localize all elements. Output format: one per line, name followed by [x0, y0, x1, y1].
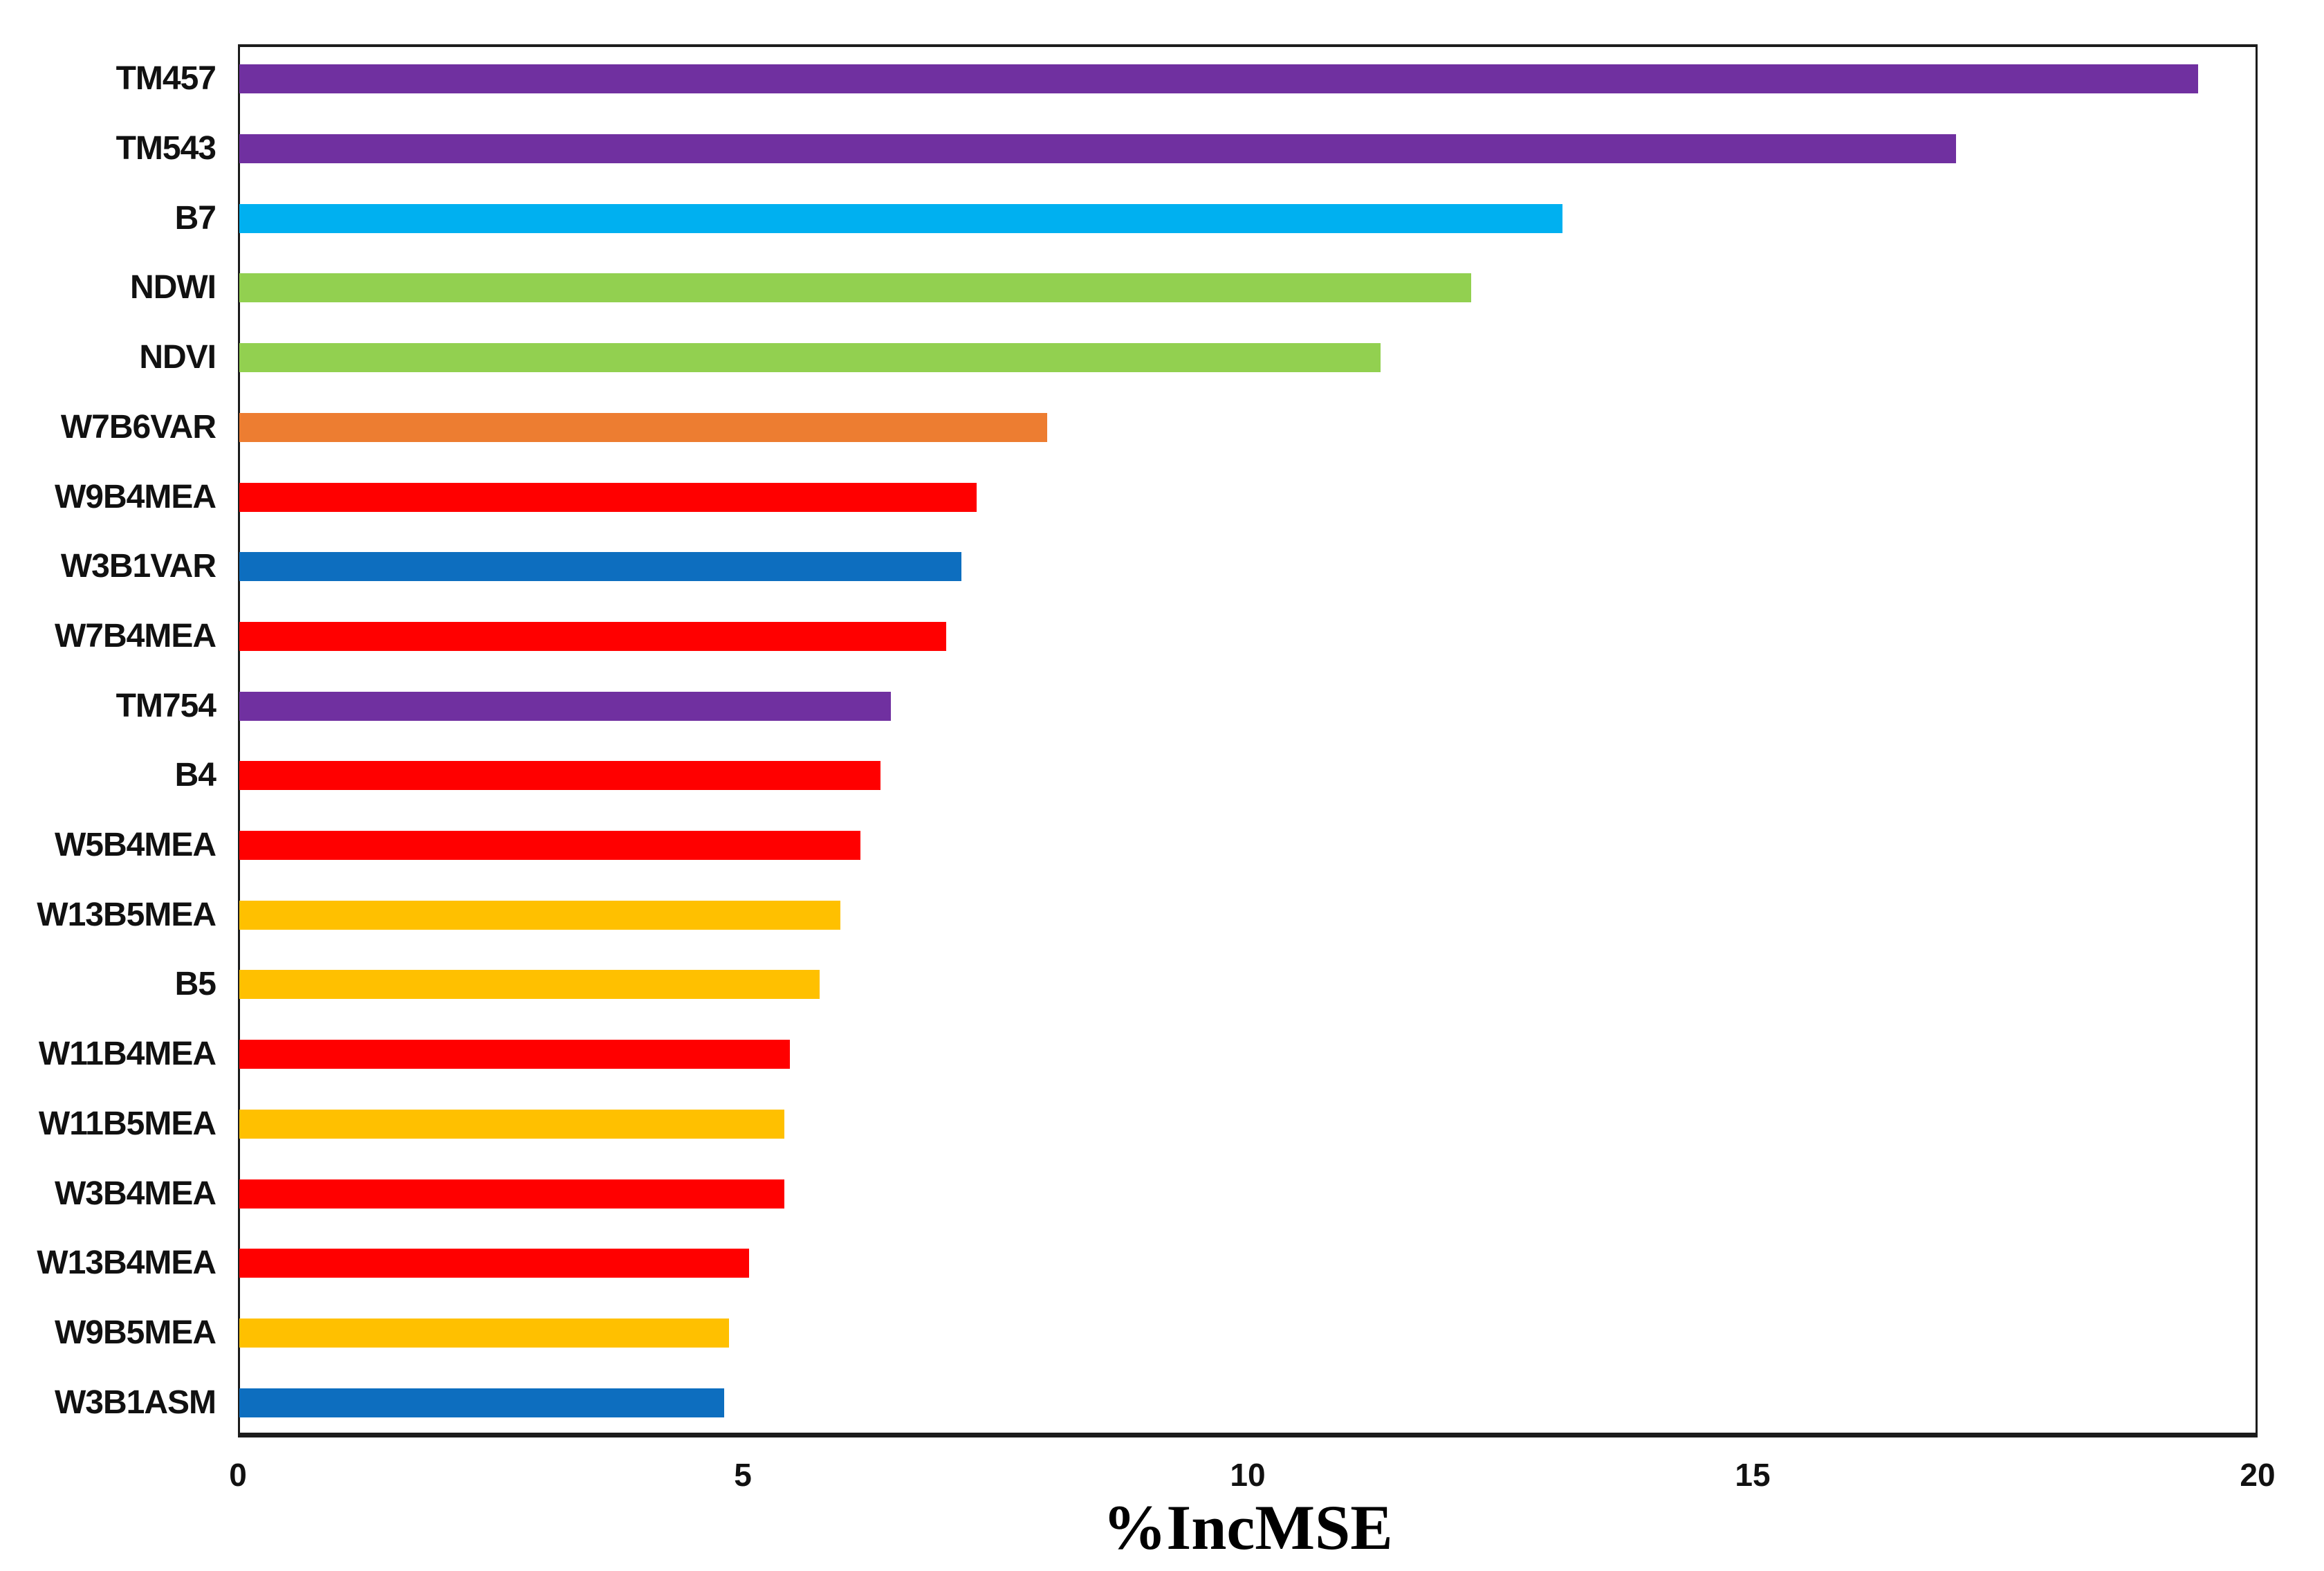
bar	[239, 901, 840, 930]
plot-area	[238, 44, 2258, 1437]
category-label: TM754	[116, 688, 216, 724]
category-label: TM543	[116, 130, 216, 167]
bar	[239, 1110, 784, 1139]
x-tick-label: 20	[2240, 1457, 2276, 1493]
category-label: W9B4MEA	[54, 479, 216, 515]
x-tick-label: 0	[229, 1457, 247, 1493]
category-label: TM457	[116, 60, 216, 97]
bar	[239, 692, 891, 721]
category-label: W9B5MEA	[54, 1314, 216, 1351]
category-label: W11B5MEA	[38, 1105, 216, 1142]
x-tick-label: 5	[734, 1457, 752, 1493]
category-label: W3B4MEA	[54, 1175, 216, 1212]
category-label: W13B5MEA	[37, 897, 216, 933]
x-tick-label: 15	[1735, 1457, 1771, 1493]
bar	[239, 1249, 749, 1278]
bar	[239, 761, 880, 790]
bar	[239, 831, 860, 860]
category-label: W7B4MEA	[54, 618, 216, 654]
category-label: B5	[174, 966, 216, 1002]
bar	[239, 1319, 729, 1348]
category-label: W5B4MEA	[54, 827, 216, 863]
bar	[239, 970, 820, 999]
bar	[239, 622, 946, 651]
category-label: B4	[174, 757, 216, 793]
category-label: NDWI	[130, 269, 216, 306]
bar	[239, 134, 1956, 163]
bar	[239, 1040, 790, 1069]
bar	[239, 483, 977, 512]
bar	[239, 204, 1562, 233]
bar	[239, 413, 1047, 442]
category-label: W7B6VAR	[60, 409, 216, 445]
bar	[239, 273, 1471, 302]
category-label: NDVI	[139, 339, 216, 376]
bar	[239, 1179, 784, 1209]
bar	[239, 1388, 724, 1417]
category-label: B7	[174, 200, 216, 237]
bar	[239, 552, 961, 581]
x-axis-title: %IncMSE	[1103, 1492, 1393, 1563]
category-label: W11B4MEA	[38, 1036, 216, 1072]
category-label: W3B1VAR	[60, 548, 216, 585]
category-label: W13B4MEA	[37, 1244, 216, 1281]
category-label: W3B1ASM	[54, 1384, 216, 1421]
bar	[239, 343, 1381, 372]
x-tick-label: 10	[1230, 1457, 1266, 1493]
bar	[239, 64, 2198, 93]
